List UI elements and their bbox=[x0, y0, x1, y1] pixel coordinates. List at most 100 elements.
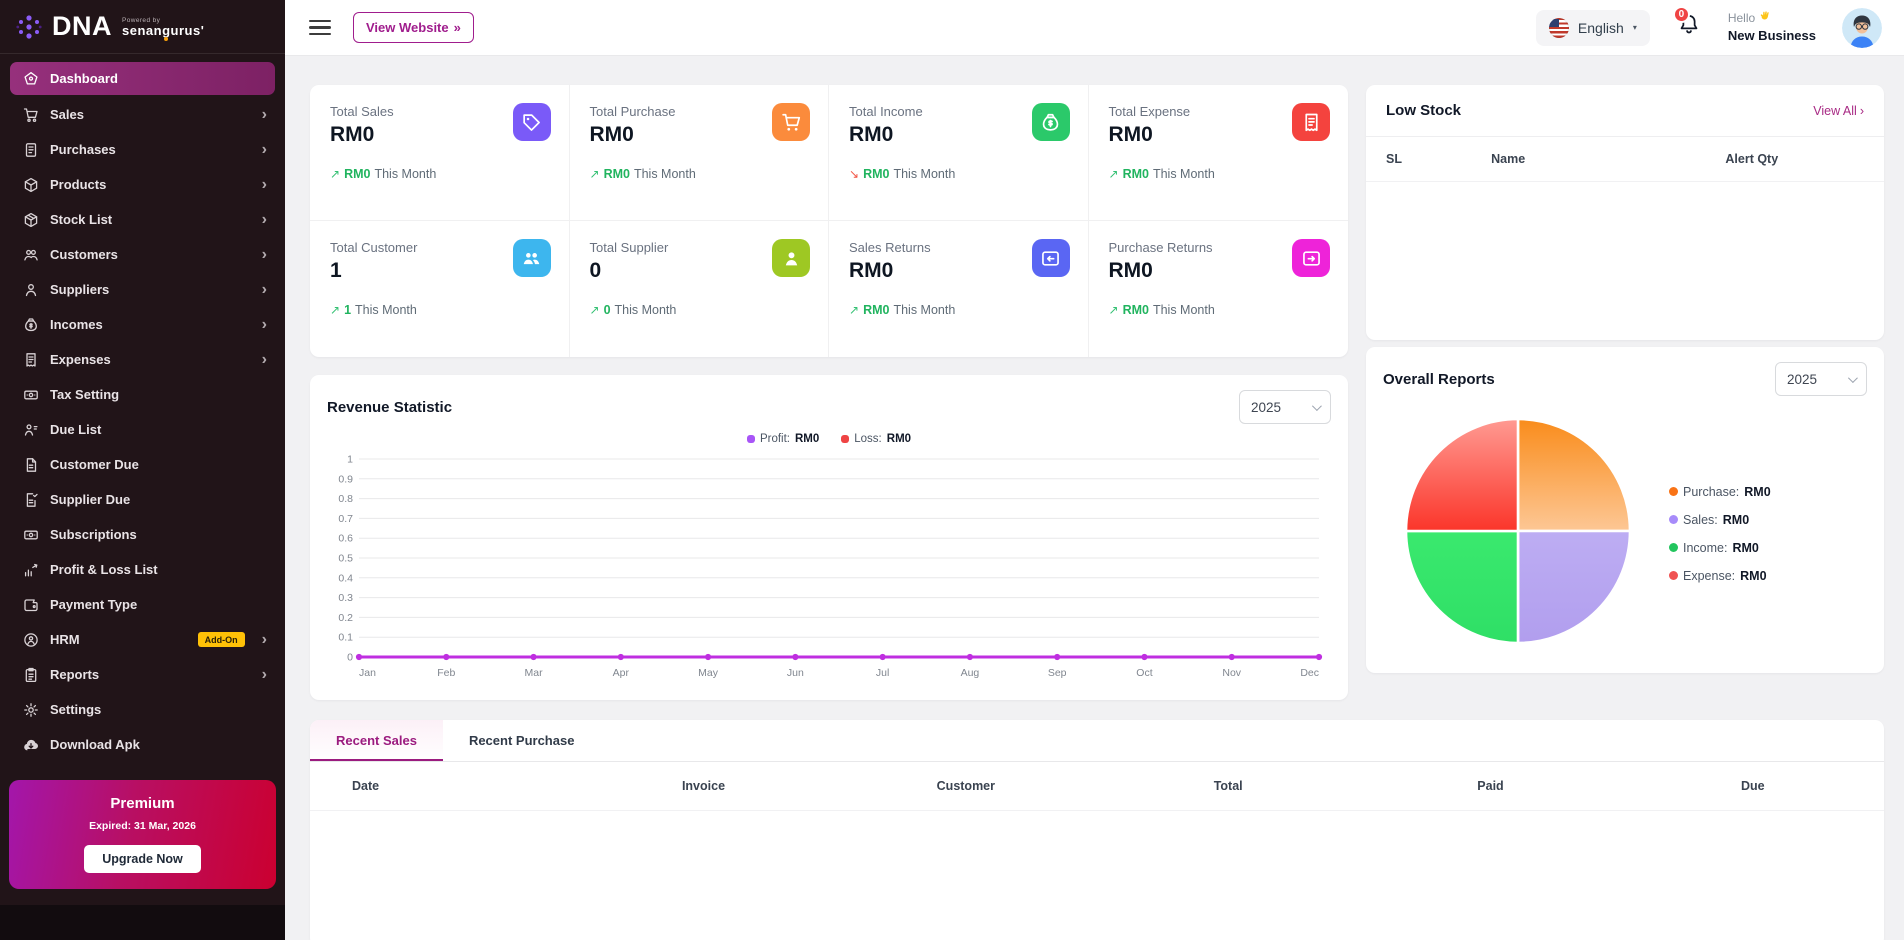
sidebar-item-incomes[interactable]: Incomes › bbox=[0, 307, 285, 342]
sidebar-item-label: HRM bbox=[50, 632, 80, 647]
legend-value: RM0 bbox=[886, 433, 912, 445]
overall-pie-legend: Purchase: RM0 Sales: RM0 Income: RM0 Expens… bbox=[1669, 485, 1771, 583]
chevron-right-icon: › bbox=[261, 350, 267, 368]
stat-label: Total Supplier bbox=[589, 240, 669, 255]
sidebar-item-expenses[interactable]: Expenses › bbox=[0, 342, 285, 377]
chevron-right-icon: › bbox=[261, 630, 267, 648]
sidebar-item-payment-type[interactable]: Payment Type bbox=[0, 587, 285, 622]
svg-text:0.3: 0.3 bbox=[338, 592, 353, 604]
view-website-button[interactable]: View Website» bbox=[353, 12, 474, 43]
trend-arrow-up-icon: ↗ bbox=[330, 167, 341, 181]
svg-text:Sep: Sep bbox=[1048, 667, 1067, 679]
user-greeting: Hello New Business bbox=[1728, 10, 1816, 44]
recent-tabs: Recent Sales Recent Purchase bbox=[310, 720, 1884, 762]
svg-text:Aug: Aug bbox=[961, 667, 980, 679]
revenue-year-select[interactable]: 2025 bbox=[1239, 390, 1331, 424]
stat-label: Total Expense bbox=[1108, 104, 1191, 119]
stat-value: RM0 bbox=[1108, 123, 1153, 146]
stat-label: Total Sales bbox=[330, 104, 394, 119]
legend-value: RM0 bbox=[1744, 484, 1771, 499]
trend-arrow-up-icon: ↗ bbox=[1108, 303, 1119, 317]
dna-dots-icon bbox=[16, 14, 42, 39]
overall-reports-title: Overall Reports bbox=[1383, 370, 1495, 388]
greeting-label: Hello bbox=[1727, 11, 1756, 26]
notifications-button[interactable]: 0 bbox=[1672, 6, 1702, 43]
tab-recent-sales[interactable]: Recent Sales bbox=[310, 720, 443, 761]
pie-slice-income bbox=[1404, 529, 1520, 645]
legend-profit: Profit: RM0 bbox=[746, 433, 819, 445]
sidebar-item-label: Reports bbox=[50, 667, 100, 682]
language-selector[interactable]: English ▾ bbox=[1535, 9, 1650, 46]
legend-label: Sales: bbox=[1683, 512, 1718, 527]
sidebar-item-stock-list[interactable]: Stock List › bbox=[0, 202, 285, 237]
reports-icon bbox=[22, 666, 39, 683]
svg-text:0.1: 0.1 bbox=[338, 632, 353, 644]
stat-label: Purchase Returns bbox=[1108, 240, 1213, 255]
legend-label: Expense: bbox=[1683, 568, 1736, 583]
stat-value: 0 bbox=[589, 259, 602, 282]
sidebar-item-tax-setting[interactable]: Tax Setting bbox=[0, 377, 285, 412]
sidebar-item-suppliers[interactable]: Suppliers › bbox=[0, 272, 285, 307]
sidebar-item-label: Stock List bbox=[50, 212, 113, 227]
trend-suffix: This Month bbox=[1152, 167, 1215, 181]
upgrade-now-button[interactable]: Upgrade Now bbox=[84, 845, 201, 873]
sidebar-item-dashboard[interactable]: Dashboard bbox=[10, 62, 275, 95]
sidebar-item-products[interactable]: Products › bbox=[0, 167, 285, 202]
chevron-down-icon bbox=[1847, 372, 1858, 383]
purchase-return-icon bbox=[1292, 239, 1330, 277]
sidebar-item-reports[interactable]: Reports › bbox=[0, 657, 285, 692]
pie-slice-purchase bbox=[1516, 417, 1632, 533]
sidebar-item-label: Download Apk bbox=[50, 737, 140, 752]
sidebar-item-due-list[interactable]: Due List bbox=[0, 412, 285, 447]
sidebar-item-label: Incomes bbox=[50, 317, 103, 332]
tag-icon bbox=[512, 103, 551, 141]
sidebar-item-hrm[interactable]: HRM Add-On › bbox=[0, 622, 285, 657]
trend-value: 1 bbox=[344, 303, 352, 317]
sidebar-item-download-apk[interactable]: Download Apk bbox=[0, 727, 285, 762]
stock-list-icon bbox=[22, 211, 39, 228]
sidebar-item-sales[interactable]: Sales › bbox=[0, 97, 285, 132]
svg-text:0.9: 0.9 bbox=[338, 473, 353, 485]
sidebar-item-customer-due[interactable]: Customer Due bbox=[0, 447, 285, 482]
low-stock-col-alert-qty: Alert Qty bbox=[1725, 152, 1779, 166]
trend-suffix: This Month bbox=[614, 303, 677, 317]
chevron-right-icon: › bbox=[261, 315, 267, 333]
stat-value: RM0 bbox=[1108, 259, 1153, 282]
receipt-stat-icon bbox=[1292, 103, 1330, 141]
overall-year-select[interactable]: 2025 bbox=[1775, 362, 1867, 396]
svg-text:Feb: Feb bbox=[437, 667, 455, 679]
payment-type-icon bbox=[22, 596, 39, 613]
trend-value: RM0 bbox=[1122, 303, 1149, 317]
view-all-link[interactable]: View All › bbox=[1813, 103, 1864, 118]
sidebar-item-customers[interactable]: Customers › bbox=[0, 237, 285, 272]
user-avatar[interactable] bbox=[1842, 7, 1882, 48]
sales-return-icon bbox=[1031, 239, 1070, 277]
chevron-right-icon: › bbox=[261, 280, 267, 298]
sidebar-item-settings[interactable]: Settings bbox=[0, 692, 285, 727]
stats-summary: Total Sales RM0 ↗ RM0 This Month Total Purcha… bbox=[310, 85, 1348, 357]
sidebar-item-label: Tax Setting bbox=[50, 387, 120, 402]
stat-label: Total Customer bbox=[330, 240, 418, 255]
sidebar-footer bbox=[0, 905, 285, 940]
trend-value: RM0 bbox=[1122, 167, 1149, 181]
sidebar-item-label: Subscriptions bbox=[50, 527, 137, 542]
settings-icon bbox=[22, 701, 39, 718]
sidebar-item-purchases[interactable]: Purchases › bbox=[0, 132, 285, 167]
sidebar-item-subscriptions[interactable]: Subscriptions bbox=[0, 517, 285, 552]
trend-value: RM0 bbox=[603, 167, 630, 181]
products-icon bbox=[22, 176, 39, 193]
sidebar-item-profit-loss-list[interactable]: Profit & Loss List bbox=[0, 552, 285, 587]
sidebar-menu: Dashboard Sales › Purchases › Products › Stock … bbox=[0, 54, 285, 762]
hrm-icon bbox=[22, 631, 39, 648]
sidebar-item-supplier-due[interactable]: Supplier Due bbox=[0, 482, 285, 517]
sidebar-item-label: Due List bbox=[50, 422, 102, 437]
stat-value: RM0 bbox=[330, 123, 375, 146]
tab-recent-purchase[interactable]: Recent Purchase bbox=[468, 733, 575, 748]
stat-card-total-supplier: Total Supplier 0 ↗ 0 This Month bbox=[570, 221, 829, 357]
legend-dot-icon bbox=[1669, 571, 1678, 580]
hamburger-menu-icon[interactable] bbox=[309, 19, 331, 36]
trend-arrow-up-icon: ↗ bbox=[589, 167, 600, 181]
business-name: New Business bbox=[1727, 27, 1816, 43]
svg-text:0.6: 0.6 bbox=[338, 533, 353, 545]
